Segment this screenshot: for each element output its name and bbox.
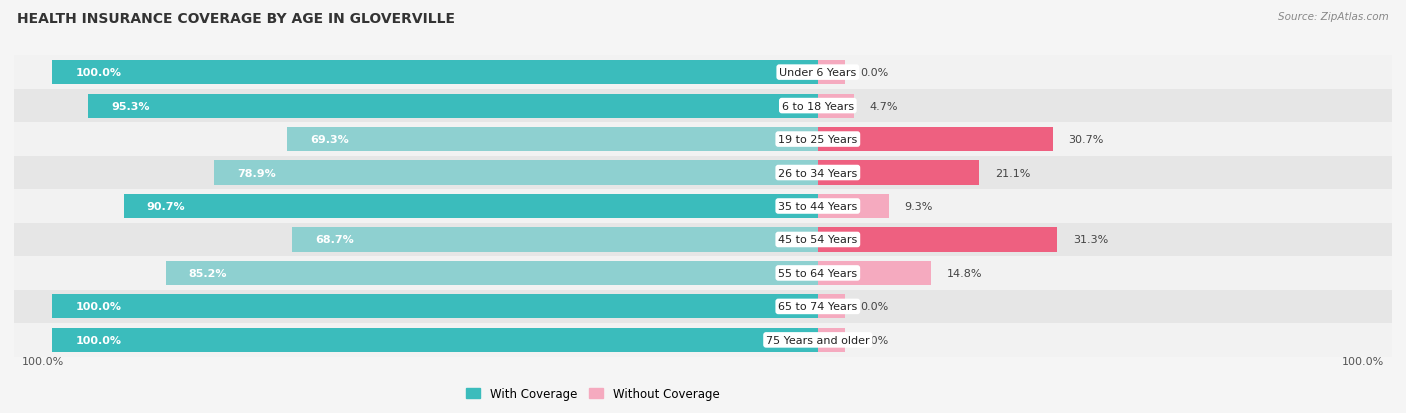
Text: 21.1%: 21.1% — [994, 168, 1031, 178]
Text: 95.3%: 95.3% — [111, 101, 150, 112]
Bar — [14, 290, 1392, 323]
Bar — [287, 128, 818, 152]
Text: 100.0%: 100.0% — [76, 335, 121, 345]
Text: HEALTH INSURANCE COVERAGE BY AGE IN GLOVERVILLE: HEALTH INSURANCE COVERAGE BY AGE IN GLOV… — [17, 12, 456, 26]
Text: 100.0%: 100.0% — [21, 356, 63, 366]
Bar — [818, 161, 980, 185]
Text: 100.0%: 100.0% — [76, 301, 121, 312]
Bar — [14, 157, 1392, 190]
Bar — [14, 256, 1392, 290]
Text: 65 to 74 Years: 65 to 74 Years — [778, 301, 858, 312]
Bar — [166, 261, 818, 285]
Bar — [89, 94, 818, 119]
Text: 78.9%: 78.9% — [236, 168, 276, 178]
Bar — [818, 261, 931, 285]
Bar — [818, 195, 889, 218]
Bar — [818, 128, 1053, 152]
Text: 19 to 25 Years: 19 to 25 Years — [778, 135, 858, 145]
Bar — [14, 123, 1392, 157]
Text: 26 to 34 Years: 26 to 34 Years — [778, 168, 858, 178]
Text: 6 to 18 Years: 6 to 18 Years — [782, 101, 853, 112]
Text: 0.0%: 0.0% — [860, 335, 889, 345]
Text: 31.3%: 31.3% — [1073, 235, 1108, 245]
Text: 100.0%: 100.0% — [76, 68, 121, 78]
Bar — [52, 328, 818, 352]
Bar — [818, 294, 845, 319]
Text: Under 6 Years: Under 6 Years — [779, 68, 856, 78]
Text: 69.3%: 69.3% — [311, 135, 349, 145]
Text: 14.8%: 14.8% — [946, 268, 981, 278]
Bar — [818, 228, 1057, 252]
Text: 90.7%: 90.7% — [146, 202, 186, 211]
Bar — [124, 195, 818, 218]
Text: Source: ZipAtlas.com: Source: ZipAtlas.com — [1278, 12, 1389, 22]
Text: 55 to 64 Years: 55 to 64 Years — [779, 268, 858, 278]
Bar — [14, 190, 1392, 223]
Text: 35 to 44 Years: 35 to 44 Years — [778, 202, 858, 211]
Text: 4.7%: 4.7% — [869, 101, 897, 112]
Text: 85.2%: 85.2% — [188, 268, 228, 278]
Bar — [292, 228, 818, 252]
Text: 9.3%: 9.3% — [904, 202, 932, 211]
Text: 100.0%: 100.0% — [1343, 356, 1385, 366]
Legend: With Coverage, Without Coverage: With Coverage, Without Coverage — [461, 382, 724, 405]
Text: 75 Years and older: 75 Years and older — [766, 335, 870, 345]
Text: 0.0%: 0.0% — [860, 68, 889, 78]
Text: 30.7%: 30.7% — [1069, 135, 1104, 145]
Bar — [214, 161, 818, 185]
Bar — [14, 223, 1392, 256]
Bar — [818, 328, 845, 352]
Bar — [52, 61, 818, 85]
Bar — [14, 90, 1392, 123]
Bar — [818, 61, 845, 85]
Text: 0.0%: 0.0% — [860, 301, 889, 312]
Text: 68.7%: 68.7% — [315, 235, 354, 245]
Bar — [14, 56, 1392, 90]
Bar — [52, 294, 818, 319]
Bar — [818, 94, 853, 119]
Text: 45 to 54 Years: 45 to 54 Years — [778, 235, 858, 245]
Bar — [14, 323, 1392, 357]
